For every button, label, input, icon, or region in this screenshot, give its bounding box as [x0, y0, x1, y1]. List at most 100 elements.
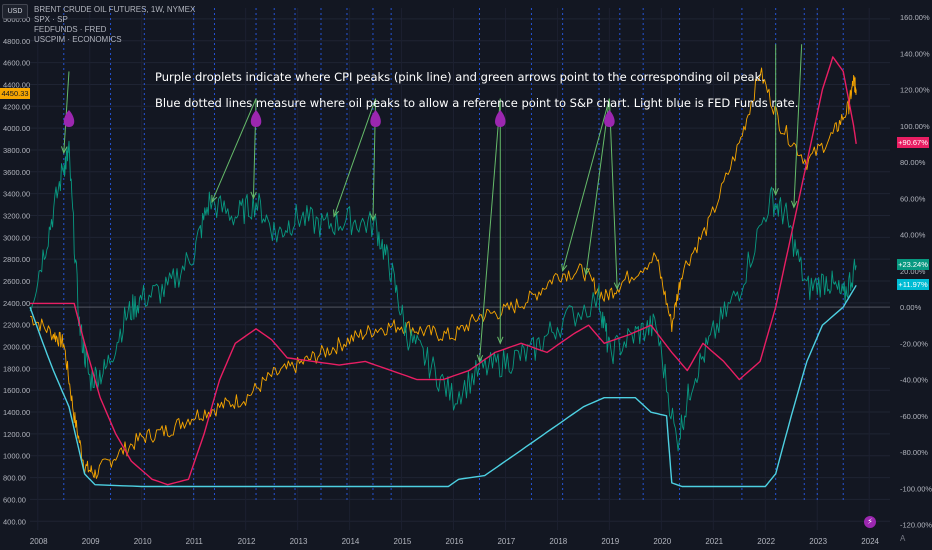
- cpi-percent-tag: +90.67%: [897, 136, 929, 148]
- right-tick-label: -120.00%: [900, 521, 932, 530]
- legend-line-spx[interactable]: SPX · SP: [34, 15, 68, 24]
- right-tick-label: 160.00%: [900, 13, 930, 22]
- oil-peak-reference-lines: [63, 8, 844, 500]
- left-tick-label: 4400.00: [3, 80, 30, 89]
- fedfunds-percent-tag: +11.97%: [897, 279, 929, 291]
- green-arrow: [585, 98, 610, 275]
- left-tick-label: 3400.00: [3, 190, 30, 199]
- grid: [30, 8, 890, 530]
- left-tick-label: 2400.00: [3, 299, 30, 308]
- left-tick-label: 2600.00: [3, 277, 30, 286]
- arrow-head: [333, 209, 340, 218]
- x-tick-label: 2014: [342, 537, 360, 546]
- left-tick-label: 3200.00: [3, 211, 30, 220]
- legend-line-oil[interactable]: BRENT CRUDE OIL FUTURES, 1W, NYMEX: [34, 5, 196, 14]
- right-tick-label: -60.00%: [900, 412, 928, 421]
- purple-droplet-icon: [604, 110, 615, 127]
- left-tick-label: 4200.00: [3, 102, 30, 111]
- lightning-icon[interactable]: ⚡: [864, 516, 876, 528]
- right-tick-label: -20.00%: [900, 339, 928, 348]
- left-tick-label: 2800.00: [3, 255, 30, 264]
- x-tick-label: 2024: [861, 537, 879, 546]
- left-tick-label: 1600.00: [3, 386, 30, 395]
- arrow-head: [476, 354, 484, 363]
- green-arrow: [211, 98, 257, 203]
- auto-scale-button[interactable]: A: [900, 534, 906, 543]
- x-tick-label: 2013: [290, 537, 308, 546]
- series-line-3: [29, 284, 857, 488]
- green-arrow: [63, 71, 70, 154]
- spx-price-tag: 4450.33: [0, 88, 30, 99]
- legend-line-cpi[interactable]: USCPIM · ECONOMICS: [34, 35, 122, 44]
- right-tick-label: 140.00%: [900, 49, 930, 58]
- purple-droplet-icon: [370, 110, 381, 127]
- x-tick-label: 2018: [549, 537, 567, 546]
- left-tick-label: 3000.00: [3, 233, 30, 242]
- left-tick-label: 600.00: [3, 495, 26, 504]
- arrow-head: [772, 188, 779, 196]
- time-axis: 2008 2009 2010 2011 2012 2013 2014 2015 2016 2017…: [30, 537, 880, 546]
- left-tick-label: 4600.00: [3, 59, 30, 68]
- legend-header: BRENT CRUDE OIL FUTURES, 1W, NYMEX SPX ·…: [34, 5, 195, 45]
- right-tick-label: -80.00%: [900, 448, 928, 457]
- arrow-head: [561, 263, 568, 273]
- right-tick-label: -40.00%: [900, 376, 928, 385]
- left-tick-label: 3600.00: [3, 168, 30, 177]
- annotation-line-1: Purple droplets indicate where CPI peaks…: [155, 70, 765, 84]
- green-arrow: [562, 98, 610, 271]
- x-tick-label: 2010: [134, 537, 152, 546]
- x-tick-label: 2015: [394, 537, 412, 546]
- right-tick-label: -100.00%: [900, 484, 932, 493]
- arrow-head: [583, 267, 590, 276]
- series-line-0: [29, 67, 857, 479]
- x-tick-label: 2021: [705, 537, 723, 546]
- right-tick-label: 120.00%: [900, 86, 930, 95]
- x-tick-label: 2020: [653, 537, 671, 546]
- purple-droplet-icon: [63, 110, 75, 127]
- left-tick-label: 2000.00: [3, 343, 30, 352]
- legend-line-fedfunds[interactable]: FEDFUNDS · FRED: [34, 25, 107, 34]
- left-tick-label: 4800.00: [3, 37, 30, 46]
- left-tick-label: 1800.00: [3, 364, 30, 373]
- left-tick-label: 4000.00: [3, 124, 30, 133]
- left-tick-label: 1000.00: [3, 452, 30, 461]
- green-arrow: [478, 98, 501, 362]
- x-tick-label: 2009: [82, 537, 100, 546]
- right-tick-label: 20.00%: [900, 267, 926, 276]
- left-tick-label: 800.00: [3, 474, 26, 483]
- right-tick-label: 0.00%: [900, 303, 922, 312]
- left-price-axis: 5000.00 4800.00 4600.00 4400.00 4200.00 4000.…: [3, 15, 30, 526]
- x-tick-label: 2019: [601, 537, 619, 546]
- green-arrow: [793, 44, 803, 208]
- left-tick-label: 5000.00: [3, 15, 30, 24]
- left-tick-label: 3800.00: [3, 146, 30, 155]
- oil-percent-tag: +23.24%: [897, 258, 929, 270]
- purple-droplet-icon: [250, 110, 262, 127]
- arrow-head: [250, 191, 257, 200]
- x-tick-label: 2008: [30, 537, 48, 546]
- x-tick-label: 2016: [446, 537, 464, 546]
- green-arrows: [60, 44, 803, 363]
- green-arrow: [608, 98, 618, 289]
- green-arrow: [333, 98, 377, 217]
- right-tick-label: 100.00%: [900, 122, 930, 131]
- x-tick-label: 2011: [186, 537, 204, 546]
- x-tick-label: 2023: [809, 537, 827, 546]
- arrow-head: [790, 200, 798, 209]
- right-tick-label: 40.00%: [900, 231, 926, 240]
- series-group: [29, 56, 857, 488]
- x-tick-label: 2022: [757, 537, 775, 546]
- arrow-head: [497, 336, 504, 345]
- right-tick-label: 80.00%: [900, 158, 926, 167]
- annotation-line-2: Blue dotted lines measure where oil peak…: [155, 96, 799, 110]
- x-tick-label: 2012: [238, 537, 256, 546]
- x-tick-label: 2017: [497, 537, 515, 546]
- purple-droplet-icon: [495, 110, 506, 127]
- currency-button[interactable]: USD: [2, 4, 28, 19]
- left-tick-label: 2200.00: [3, 321, 30, 330]
- arrow-head: [211, 194, 218, 204]
- right-percent-axis: 160.00% 140.00% 120.00% 100.00% 80.00% 60.00%…: [900, 13, 932, 530]
- right-tick-label: 60.00%: [900, 194, 926, 203]
- left-tick-label: 1400.00: [3, 408, 30, 417]
